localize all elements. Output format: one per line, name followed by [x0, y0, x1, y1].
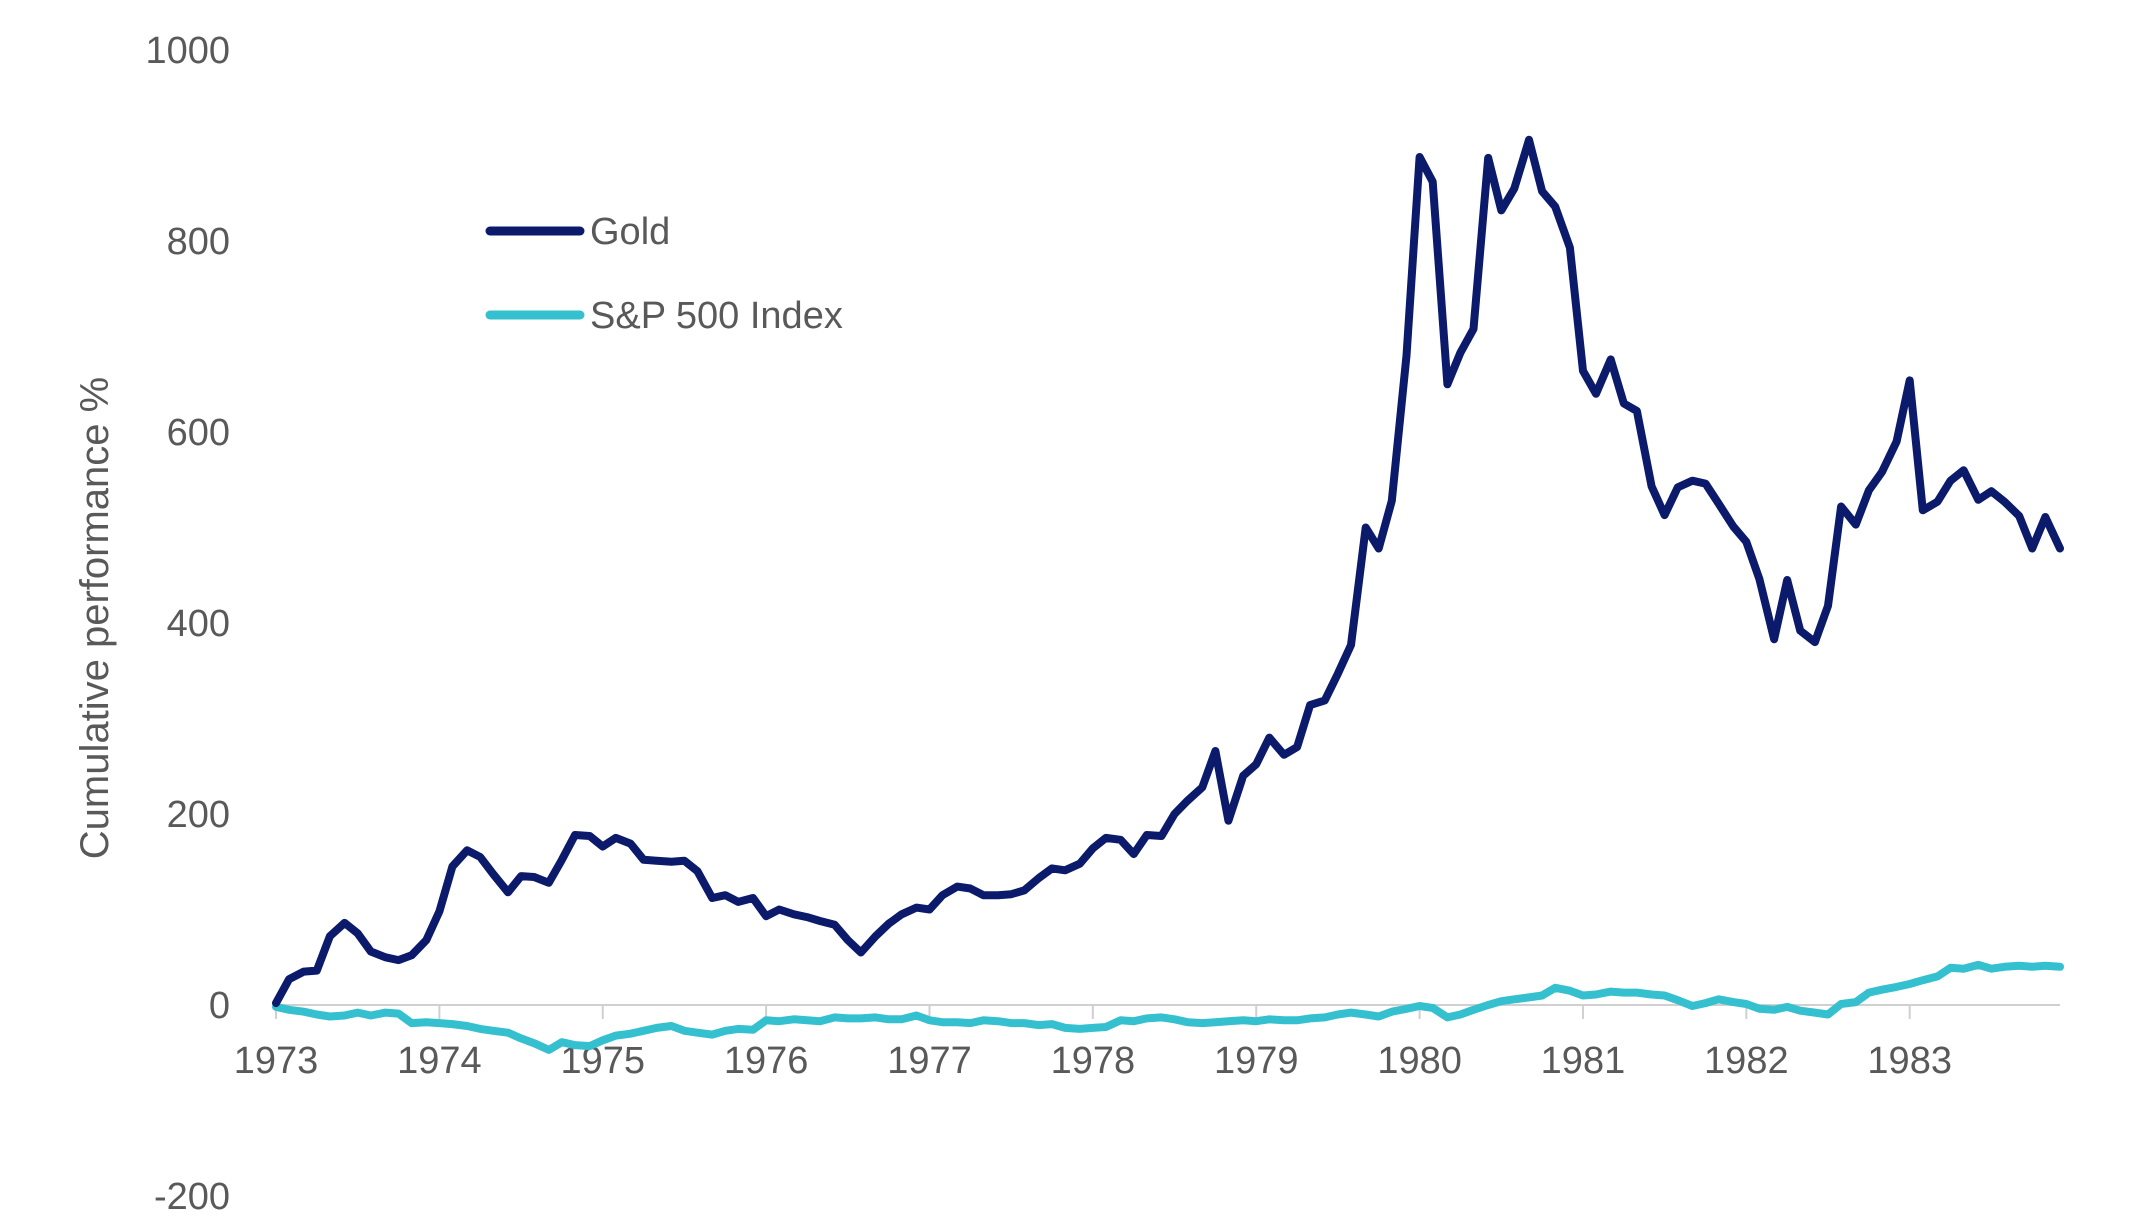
x-tick-label: 1977 [887, 1040, 972, 1082]
x-tick-label: 1983 [1867, 1040, 1952, 1082]
y-tick-label: 200 [167, 794, 230, 836]
series-line-s-p-500-index [272, 960, 2064, 1054]
x-tick-label: 1981 [1541, 1040, 1626, 1082]
y-tick-label: 1000 [145, 30, 230, 72]
y-tick-label: -200 [154, 1176, 230, 1218]
y-tick-label: 400 [167, 603, 230, 645]
series-lines [272, 135, 2064, 1054]
legend: Gold S&P 500 Index [485, 211, 843, 337]
series-line-gold [272, 135, 2064, 1008]
x-tick-label: 1976 [724, 1040, 809, 1082]
x-tick-label: 1978 [1051, 1040, 1136, 1082]
x-tick-label: 1982 [1704, 1040, 1789, 1082]
x-tick-label: 1980 [1377, 1040, 1462, 1082]
legend-label-sp500: S&P 500 Index [590, 295, 843, 337]
y-axis-title: Cumulative performance % [73, 377, 117, 859]
legend-label-gold: Gold [590, 211, 670, 253]
y-axis-ticks: -200 0 200 400 600 800 1000 [145, 30, 230, 1218]
y-tick-label: 0 [209, 985, 230, 1027]
y-tick-label: 600 [167, 412, 230, 454]
x-axis-ticks: 1973 1974 1975 1976 1977 1978 1979 1980 1981 1982… [234, 1005, 1952, 1082]
y-tick-label: 800 [167, 221, 230, 263]
x-tick-label: 1974 [397, 1040, 482, 1082]
x-tick-label: 1979 [1214, 1040, 1299, 1082]
x-tick-label: 1973 [234, 1040, 319, 1082]
